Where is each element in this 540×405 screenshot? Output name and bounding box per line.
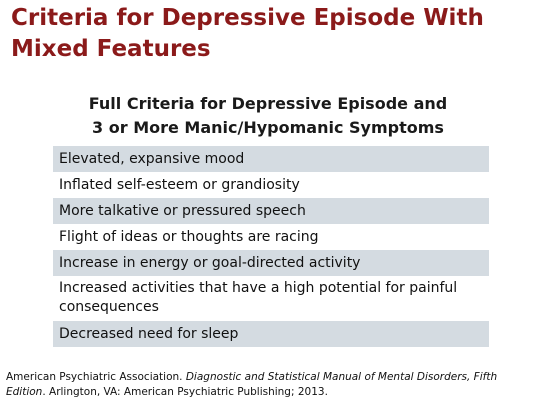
criteria-item: More talkative or pressured speech — [53, 198, 489, 224]
slide-title: Criteria for Depressive Episode With Mix… — [11, 5, 484, 62]
criteria-item: Inflated self-esteem or grandiosity — [59, 177, 300, 193]
criteria-item: Increase in energy or goal-directed acti… — [53, 250, 489, 276]
criteria-subtitle: Full Criteria for Depressive Episode and… — [48, 92, 488, 140]
citation: American Psychiatric Association. Diagno… — [6, 370, 536, 400]
citation-publisher: . Arlington, VA: American Psychiatric Pu… — [42, 386, 328, 398]
citation-work-title: Diagnostic and Statistical Manual of Men… — [6, 371, 498, 398]
criteria-item: Flight of ideas or thoughts are racing — [59, 229, 319, 245]
subtitle-line-1: Full Criteria for Depressive Episode and — [88, 94, 448, 113]
criteria-item: Increased activities that have a high po… — [59, 280, 458, 315]
subtitle-line-2: 3 or More Manic/Hypomanic Symptoms — [92, 118, 444, 137]
citation-author: American Psychiatric Association. — [6, 371, 186, 383]
criteria-item: Decreased need for sleep — [53, 321, 489, 347]
criteria-item: Elevated, expansive mood — [53, 146, 489, 172]
criteria-list: Elevated, expansive mood Inflated self-e… — [53, 146, 489, 347]
